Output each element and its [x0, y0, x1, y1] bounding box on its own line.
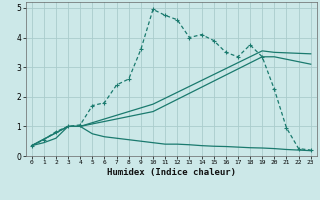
- X-axis label: Humidex (Indice chaleur): Humidex (Indice chaleur): [107, 168, 236, 177]
